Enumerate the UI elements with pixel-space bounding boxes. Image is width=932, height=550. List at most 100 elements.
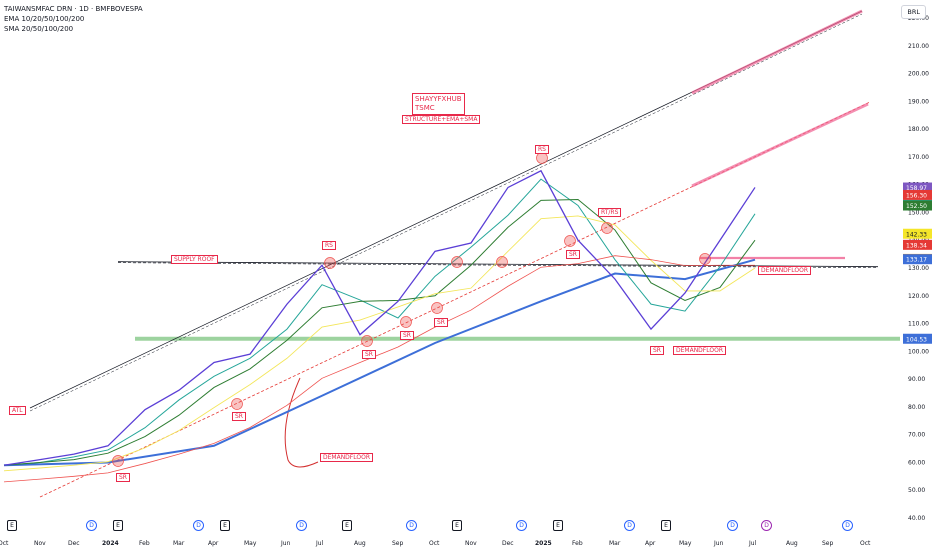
earnings-icon[interactable]: E	[7, 520, 17, 531]
upper-channel-dashed	[29, 13, 863, 412]
y-tick-label: 70.00	[908, 432, 925, 439]
earnings-icon[interactable]: E	[342, 520, 352, 531]
price-tag-label: 158.97	[906, 185, 927, 192]
x-tick-label: Jun	[280, 540, 291, 547]
demand-floor-low-label: DEMANDFLOOR	[320, 453, 373, 462]
x-tick-label: Mar	[609, 540, 621, 547]
earnings-icon[interactable]: E	[553, 520, 563, 531]
x-tick-label: 2025	[535, 540, 552, 547]
trend-lines	[29, 9, 871, 498]
rt-rs-label: RT/RS	[598, 208, 622, 217]
y-tick-label: 110.00	[908, 321, 929, 328]
price-tag-label: 156.30	[906, 192, 927, 199]
x-tick-label: Dec	[68, 540, 80, 547]
method-label: STRUCTURE+EMA+SMA	[402, 115, 481, 124]
y-tick-label: 150.00	[908, 209, 929, 216]
dividend-icon[interactable]: D	[727, 520, 738, 531]
y-tick-label: 100.00	[908, 348, 929, 355]
y-tick-label: 190.00	[908, 98, 929, 105]
level-lines	[117, 256, 900, 341]
ema-legend[interactable]: EMA 10/20/50/100/200	[4, 15, 85, 23]
structure-marker	[699, 253, 711, 265]
price-tag-box	[903, 333, 932, 344]
x-tick-label: Oct	[860, 540, 871, 547]
structure-marker	[400, 316, 412, 328]
sma-legend[interactable]: SMA 20/50/100/200	[4, 25, 74, 33]
sr-label: SR	[400, 331, 414, 340]
price-tag-label: 133.17	[906, 257, 927, 264]
upper-channel-band	[691, 9, 863, 95]
time-axis[interactable]: Oct Nov Dec 2024 Feb Mar Apr May Jun Jul Aug Sep Oct…	[0, 540, 871, 547]
currency-button[interactable]: BRL	[901, 5, 926, 19]
price-tag-box	[903, 239, 932, 250]
earnings-icon[interactable]: E	[661, 520, 671, 531]
price-tag-box	[903, 189, 932, 200]
dividend-icon[interactable]: D	[406, 520, 417, 531]
price-tag-box	[903, 228, 932, 239]
y-tick-label: 80.00	[908, 404, 925, 411]
price-tag-label: 138.34	[906, 242, 927, 249]
demand-floor-band	[135, 336, 900, 341]
sr-label: SR	[650, 346, 664, 355]
x-tick-label: May	[679, 540, 692, 547]
x-tick-label: Aug	[786, 540, 798, 547]
structure-marker	[564, 235, 576, 247]
dividend-icon[interactable]: D	[842, 520, 853, 531]
author-note: SHAYYFXHUB TSMC	[412, 93, 465, 115]
moving-averages	[3, 178, 756, 483]
x-tick-label: Jul	[748, 540, 757, 547]
split-icon[interactable]: D	[761, 520, 772, 531]
rs-label: RS	[322, 241, 336, 250]
structure-marker	[112, 455, 124, 467]
x-tick-label: Feb	[139, 540, 150, 547]
x-tick-label: Jul	[315, 540, 324, 547]
sr-label: SR	[116, 473, 130, 482]
dividend-icon[interactable]: D	[86, 520, 97, 531]
dividend-icon[interactable]: D	[624, 520, 635, 531]
x-tick-label: Nov	[34, 540, 46, 547]
y-tick-label: 200.00	[908, 71, 929, 78]
y-tick-label: 60.00	[908, 459, 925, 466]
x-tick-label: Nov	[465, 540, 477, 547]
structure-marker	[601, 222, 613, 234]
structure-marker	[231, 398, 243, 410]
ticker-label: TSMC	[415, 104, 435, 112]
y-tick-label: 120.00	[908, 293, 929, 300]
structure-markers	[112, 152, 711, 467]
y-tick-label: 40.00	[908, 515, 925, 522]
dividend-icon[interactable]: D	[516, 520, 527, 531]
ema-10-line	[3, 178, 756, 466]
demand-floor-arrow	[284, 377, 319, 468]
y-tick-label: 170.00	[908, 154, 929, 161]
ema-20-line	[3, 198, 756, 466]
price-axis[interactable]: 40.00 50.00 60.00 70.00 80.00 90.00 100.00 110.…	[908, 15, 929, 522]
supply-roof-line	[117, 261, 879, 268]
sma-200-line	[3, 258, 756, 467]
author-label: SHAYYFXHUB	[415, 95, 462, 103]
price-tag-box	[903, 254, 932, 265]
earnings-icon[interactable]: E	[220, 520, 230, 531]
x-tick-label: Apr	[208, 540, 219, 547]
price-tag-label: 152.50	[906, 203, 927, 210]
symbol-title[interactable]: TAIWANSMFAC DRN · 1D · BMFBOVESPA	[4, 5, 143, 13]
dividend-icon[interactable]: D	[296, 520, 307, 531]
sma-100-line	[3, 255, 755, 483]
x-tick-label: Mar	[173, 540, 185, 547]
y-tick-label: 90.00	[908, 376, 925, 383]
x-tick-label: Oct	[0, 540, 9, 547]
sr-label: SR	[434, 318, 448, 327]
earnings-icon[interactable]: E	[113, 520, 123, 531]
x-tick-label: Feb	[572, 540, 583, 547]
demand-floor-right-label: DEMANDFLOOR	[758, 266, 811, 275]
earnings-icon[interactable]: E	[452, 520, 462, 531]
y-tick-label: 210.00	[908, 43, 929, 50]
mid-channel-band	[691, 102, 869, 188]
x-tick-label: May	[244, 540, 257, 547]
ema-50-line	[3, 215, 756, 472]
structure-marker	[496, 256, 508, 268]
x-tick-label: Sep	[822, 540, 834, 547]
dividend-icon[interactable]: D	[193, 520, 204, 531]
price-tags: 158.97156.30152.70152.50142.33138.34133.…	[903, 182, 932, 344]
x-tick-label: Jun	[713, 540, 724, 547]
